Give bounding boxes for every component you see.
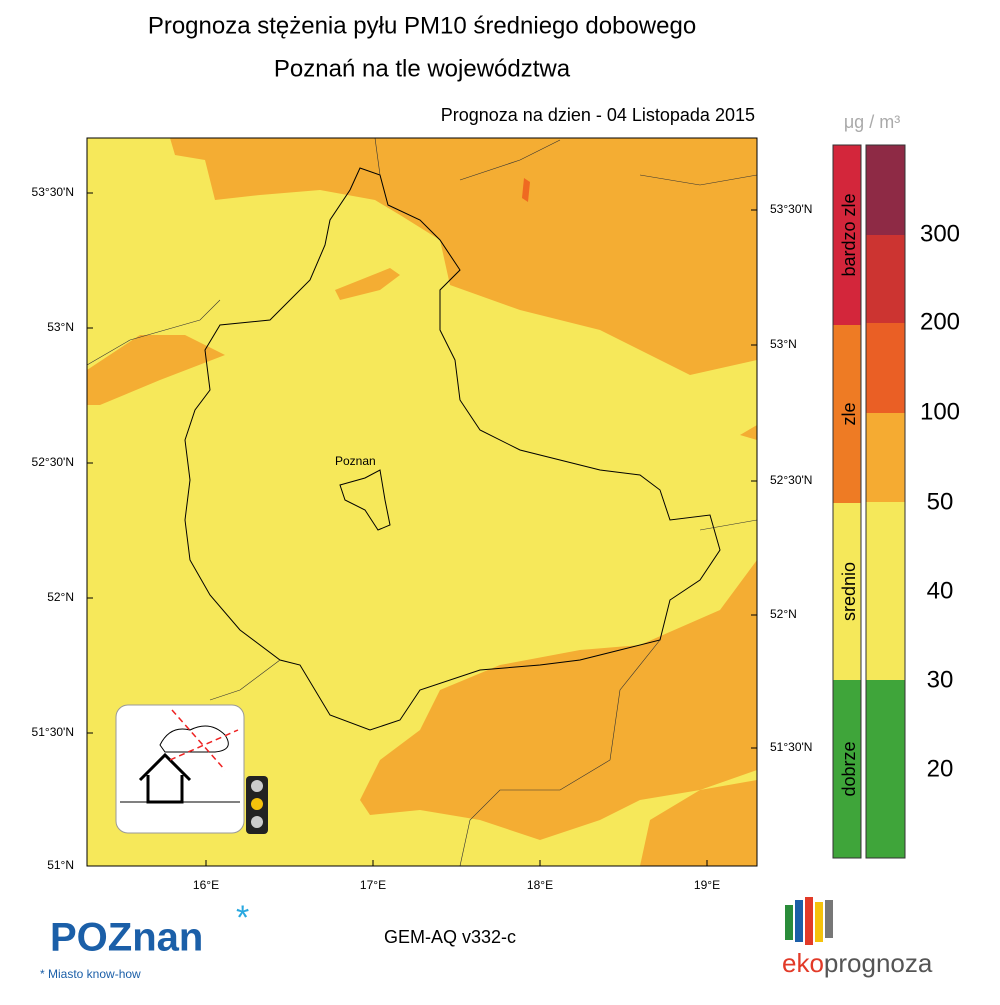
logo-eko: ekoprognoza xyxy=(782,948,933,978)
logo-star: * xyxy=(236,899,249,937)
logo-poznan: POZnan xyxy=(50,916,203,960)
lat-tick-label: 52°N xyxy=(770,607,797,621)
legend-level: 40 xyxy=(927,577,954,604)
legend-category: srednio xyxy=(839,562,859,621)
lat-tick-label: 52°N xyxy=(47,590,74,604)
legend-swatch xyxy=(833,145,861,325)
subtitle: Poznań na tle województwa xyxy=(274,55,571,82)
legend-level: 20 xyxy=(927,755,954,782)
lon-tick-label: 16°E xyxy=(193,878,219,892)
legend-level: 100 xyxy=(920,398,960,425)
legend: μg / m³ bardzo zle zle srednio dobrze 300 200… xyxy=(832,112,960,859)
ticks: 53°30'N 53°N 52°30'N 52°N 51°30'N 51°N 53°30'N… xyxy=(32,185,813,892)
eko-icon xyxy=(785,897,833,945)
lat-tick-label: 53°30'N xyxy=(32,185,74,199)
date-label: Prognoza na dzien - 04 Listopada 2015 xyxy=(441,105,755,125)
legend-swatch xyxy=(833,503,861,680)
lat-tick-label: 52°30'N xyxy=(32,455,74,469)
lat-tick-label: 51°N xyxy=(47,858,74,872)
lat-tick-label: 53°30'N xyxy=(770,202,812,216)
footer: POZnan * * Miasto know-how GEM-AQ v332-c… xyxy=(40,897,933,981)
logo-eko-b: prognoza xyxy=(824,948,933,978)
logo-tagline-star: * xyxy=(40,967,45,981)
lat-tick-label: 53°N xyxy=(770,337,797,351)
lat-tick-label: 52°30'N xyxy=(770,473,812,487)
lat-tick-label: 51°30'N xyxy=(770,740,812,754)
legend-category: bardzo zle xyxy=(839,193,859,276)
logo-eko-a: eko xyxy=(782,948,824,978)
city-label: Poznan xyxy=(335,454,376,468)
legend-level: 30 xyxy=(927,666,954,693)
lat-tick-label: 51°30'N xyxy=(32,725,74,739)
icon xyxy=(115,704,268,834)
legend-unit: μg / m³ xyxy=(844,112,900,132)
lon-tick-label: 19°E xyxy=(694,878,720,892)
lon-tick-label: 17°E xyxy=(360,878,386,892)
logo-tagline: Miasto know-how xyxy=(48,967,141,981)
lon-tick-label: 18°E xyxy=(527,878,553,892)
title: Prognoza stężenia pyłu PM10 średniego do… xyxy=(148,12,696,39)
legend-level: 300 xyxy=(920,220,960,247)
legend-frame xyxy=(832,144,862,859)
model-label: GEM-AQ v332-c xyxy=(384,927,516,947)
legend-category: zle xyxy=(839,402,859,425)
lat-tick-label: 53°N xyxy=(47,320,74,334)
legend-category: dobrze xyxy=(839,741,859,796)
legend-swatch xyxy=(833,680,861,858)
legend-level: 50 xyxy=(927,488,954,515)
legend-body: bardzo zle zle srednio dobrze 300 200 100 50 40 3… xyxy=(832,144,960,859)
legend-level: 200 xyxy=(920,308,960,335)
legend-swatch xyxy=(833,325,861,503)
